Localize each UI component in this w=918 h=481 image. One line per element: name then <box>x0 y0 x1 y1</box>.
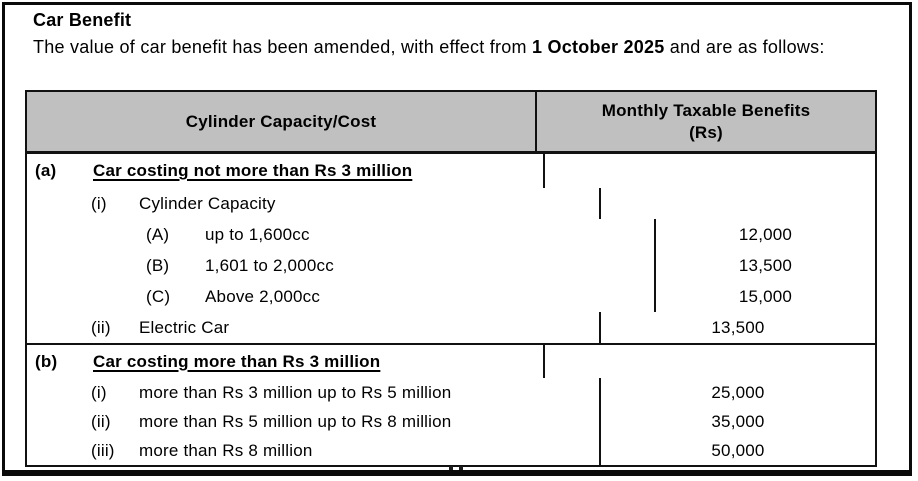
row-marker: (ii) <box>91 317 111 337</box>
table-row: (A) up to 1,600cc 12,000 <box>27 219 875 250</box>
row-marker: (a) <box>35 161 57 180</box>
row-label-cell: (i) Cylinder Capacity <box>27 188 601 219</box>
row-label-cell: (i) more than Rs 3 million up to Rs 5 mi… <box>27 378 601 407</box>
row-value: 13,500 <box>711 317 765 337</box>
row-label: Above 2,000cc <box>205 286 321 306</box>
row-value <box>601 188 875 219</box>
row-label: more than Rs 8 million <box>139 440 313 460</box>
row-value <box>545 345 875 378</box>
intro-text-post: and are as follows: <box>664 37 825 57</box>
header-cell-monthly-benefits: Monthly Taxable Benefits (Rs) <box>537 92 875 151</box>
table-row: (iii) more than Rs 8 million 50,000 <box>27 436 875 465</box>
header-cell-capacity-cost: Cylinder Capacity/Cost <box>27 92 537 151</box>
row-label-cell: (iii) more than Rs 8 million <box>27 436 601 465</box>
section-b-heading-row: (b) Car costing more than Rs 3 million <box>27 345 875 378</box>
section-a-heading-cell: (a) Car costing not more than Rs 3 milli… <box>27 154 545 188</box>
section-heading-label: Car costing not more than Rs 3 million <box>93 161 413 180</box>
row-value: 12,000 <box>738 224 793 244</box>
row-label: more than Rs 3 million up to Rs 5 millio… <box>139 382 452 402</box>
row-label: Cylinder Capacity <box>139 193 276 213</box>
intro-text-pre: The value of car benefit has been amende… <box>33 37 532 57</box>
section-heading-label: Car costing more than Rs 3 million <box>93 351 381 371</box>
row-value: 50,000 <box>711 440 765 460</box>
row-label: up to 1,600cc <box>205 224 310 244</box>
row-label: more than Rs 5 million up to Rs 8 millio… <box>139 411 452 431</box>
row-label-cell: (B) 1,601 to 2,000cc <box>27 250 656 281</box>
table-row: (i) more than Rs 3 million up to Rs 5 mi… <box>27 378 875 407</box>
row-value: 35,000 <box>711 411 765 431</box>
row-value: 25,000 <box>711 382 765 402</box>
row-marker: (A) <box>146 224 170 244</box>
header-label-rs-unit: (Rs) <box>689 122 723 142</box>
header-label-capacity-cost: Cylinder Capacity/Cost <box>185 111 377 131</box>
car-benefit-table: Cylinder Capacity/Cost Monthly Taxable B… <box>25 90 877 467</box>
table-row: (ii) more than Rs 5 million up to Rs 8 m… <box>27 407 875 436</box>
header-label-monthly-benefits: Monthly Taxable Benefits <box>601 100 811 120</box>
intro-date-bold: 1 October 2025 <box>531 37 665 57</box>
table-header-row: Cylinder Capacity/Cost Monthly Taxable B… <box>27 92 875 154</box>
row-marker: (i) <box>91 193 107 213</box>
section-b-heading-cell: (b) Car costing more than Rs 3 million <box>27 345 545 378</box>
table-row: (C) Above 2,000cc 15,000 <box>27 281 875 312</box>
row-marker: (iii) <box>91 440 115 460</box>
table-row: (i) Cylinder Capacity <box>27 188 875 219</box>
row-label-cell: (C) Above 2,000cc <box>27 281 656 312</box>
intro-paragraph: The value of car benefit has been amende… <box>33 37 908 58</box>
section-a-heading-row: (a) Car costing not more than Rs 3 milli… <box>27 154 875 188</box>
row-label: Electric Car <box>139 317 230 337</box>
row-marker: (i) <box>91 382 107 402</box>
row-marker: (C) <box>146 286 171 306</box>
row-value <box>545 154 875 188</box>
table-row: (ii) Electric Car 13,500 <box>27 312 875 345</box>
row-label-cell: (A) up to 1,600cc <box>27 219 656 250</box>
row-label-cell: (ii) Electric Car <box>27 312 601 343</box>
cutoff-text-artifact <box>449 466 463 470</box>
row-marker: (b) <box>35 351 58 371</box>
table-row: (B) 1,601 to 2,000cc 13,500 <box>27 250 875 281</box>
row-value: 13,500 <box>738 255 793 275</box>
row-label-cell: (ii) more than Rs 5 million up to Rs 8 m… <box>27 407 601 436</box>
page-title: Car Benefit <box>33 10 132 30</box>
row-label: 1,601 to 2,000cc <box>205 255 334 275</box>
row-marker: (B) <box>146 255 170 275</box>
row-marker: (ii) <box>91 411 111 431</box>
row-value: 15,000 <box>738 286 793 306</box>
